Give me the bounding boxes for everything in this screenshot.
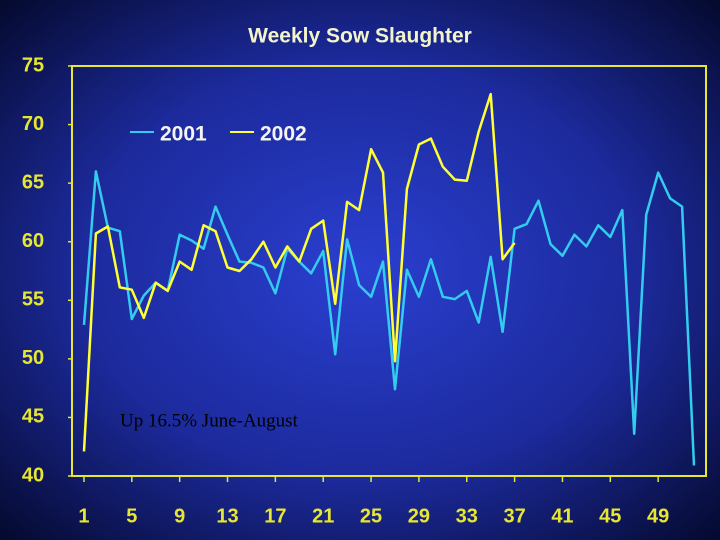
- x-tick-label: 1: [78, 505, 89, 527]
- x-tick-label: 17: [264, 505, 286, 527]
- x-tick-label: 49: [647, 505, 669, 527]
- x-tick-label: 45: [599, 505, 621, 527]
- y-tick-label: 55: [22, 289, 44, 311]
- chart-title: Weekly Sow Slaughter: [248, 25, 472, 48]
- x-tick-label: 21: [312, 505, 334, 527]
- legend-label: 2001: [160, 123, 207, 146]
- y-tick-label: 65: [22, 171, 44, 193]
- y-tick-label: 70: [22, 113, 44, 135]
- x-tick-label: 37: [503, 505, 525, 527]
- legend-label: 2002: [260, 123, 307, 146]
- x-tick-label: 33: [456, 505, 478, 527]
- y-tick-label: 45: [22, 406, 44, 428]
- x-tick-label: 5: [126, 505, 137, 527]
- x-tick-label: 13: [216, 505, 238, 527]
- series-line: [82, 92, 516, 452]
- annotation: Up 16.5% June-August: [120, 410, 299, 431]
- y-tick-label: 60: [22, 230, 44, 252]
- x-tick-label: 41: [551, 505, 573, 527]
- y-tick-label: 75: [22, 54, 44, 76]
- x-tick-label: 25: [360, 505, 382, 527]
- x-tick-label: 29: [408, 505, 430, 527]
- y-tick-label: 40: [22, 464, 44, 486]
- x-tick-label: 9: [174, 505, 185, 527]
- series-line: [82, 170, 696, 466]
- plot-frame: [71, 65, 707, 477]
- y-tick-label: 50: [22, 347, 44, 369]
